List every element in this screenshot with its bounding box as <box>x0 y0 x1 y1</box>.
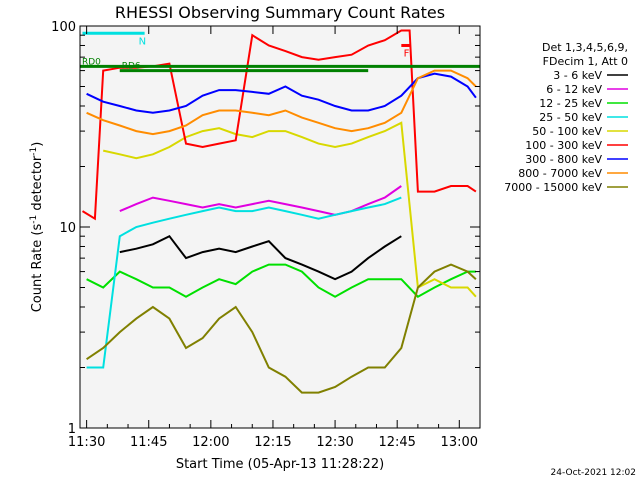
series-line-2 <box>86 263 476 298</box>
y-tick-label-2: 100 <box>51 20 76 35</box>
legend-header-line-2: FDecim 1, Att 0 <box>543 55 628 68</box>
x-tick-label-3: 12:15 <box>254 435 291 450</box>
legend-label-5: 100 - 300 keV <box>525 139 602 152</box>
legend-label-1: 6 - 12 keV <box>546 83 602 96</box>
state-label-f: F <box>404 48 410 59</box>
legend-label-3: 25 - 50 keV <box>539 111 602 124</box>
legend-label-0: 3 - 6 keV <box>553 69 602 82</box>
legend-label-4: 50 - 100 keV <box>532 125 602 138</box>
x-ticks: 11:30 11:45 12:00 12:15 12:30 12:45 13:00 <box>68 26 481 450</box>
series-line-3 <box>86 196 402 369</box>
legend-label-6: 300 - 800 keV <box>525 153 602 166</box>
series-line-7 <box>86 69 477 136</box>
y-axis-label-sup1: -1 <box>29 215 39 224</box>
chart-title: RHESSI Observing Summary Count Rates <box>115 3 445 22</box>
y-axis-label-main: Count Rate (s <box>30 224 45 313</box>
legend-label-2: 12 - 25 keV <box>539 97 602 110</box>
x-axis-label: Start Time (05-Apr-13 11:28:22) <box>176 457 384 472</box>
y-tick-label-1: 10 <box>59 221 76 236</box>
x-tick-label-4: 12:30 <box>316 435 353 450</box>
state-label-n: N <box>139 36 146 47</box>
legend-label-7: 800 - 7000 keV <box>518 167 602 180</box>
timestamp: 24-Oct-2021 12:02 <box>551 468 636 478</box>
x-tick-label-0: 11:30 <box>68 435 105 450</box>
y-tick-label-0: 1 <box>68 422 76 437</box>
marker-layer: RD0 RD6 N F <box>80 31 480 73</box>
x-tick-label-2: 12:00 <box>192 435 229 450</box>
y-axis-label-end: ) <box>30 142 45 147</box>
legend-header-line-1: Det 1,3,4,5,6,9, <box>542 41 628 54</box>
series-layer <box>81 29 477 394</box>
y-axis-label: Count Rate (s-1 detector-1) <box>29 142 45 313</box>
series-line-0 <box>119 234 402 281</box>
flag-label-rd0: RD0 <box>82 57 101 67</box>
y-axis-label-mid: detector <box>30 155 45 215</box>
legend-label-8: 7000 - 15000 keV <box>504 181 602 194</box>
flag-label-rd6: RD6 <box>122 62 141 72</box>
series-line-8 <box>86 263 477 394</box>
legend: Det 1,3,4,5,6,9, FDecim 1, Att 0 3 - 6 k… <box>504 41 628 194</box>
x-tick-label-6: 13:00 <box>441 435 478 450</box>
y-axis-label-sup2: -1 <box>29 147 39 156</box>
x-tick-label-1: 11:45 <box>130 435 167 450</box>
x-tick-label-5: 12:45 <box>378 435 415 450</box>
y-ticks: 1 10 100 <box>51 20 480 437</box>
